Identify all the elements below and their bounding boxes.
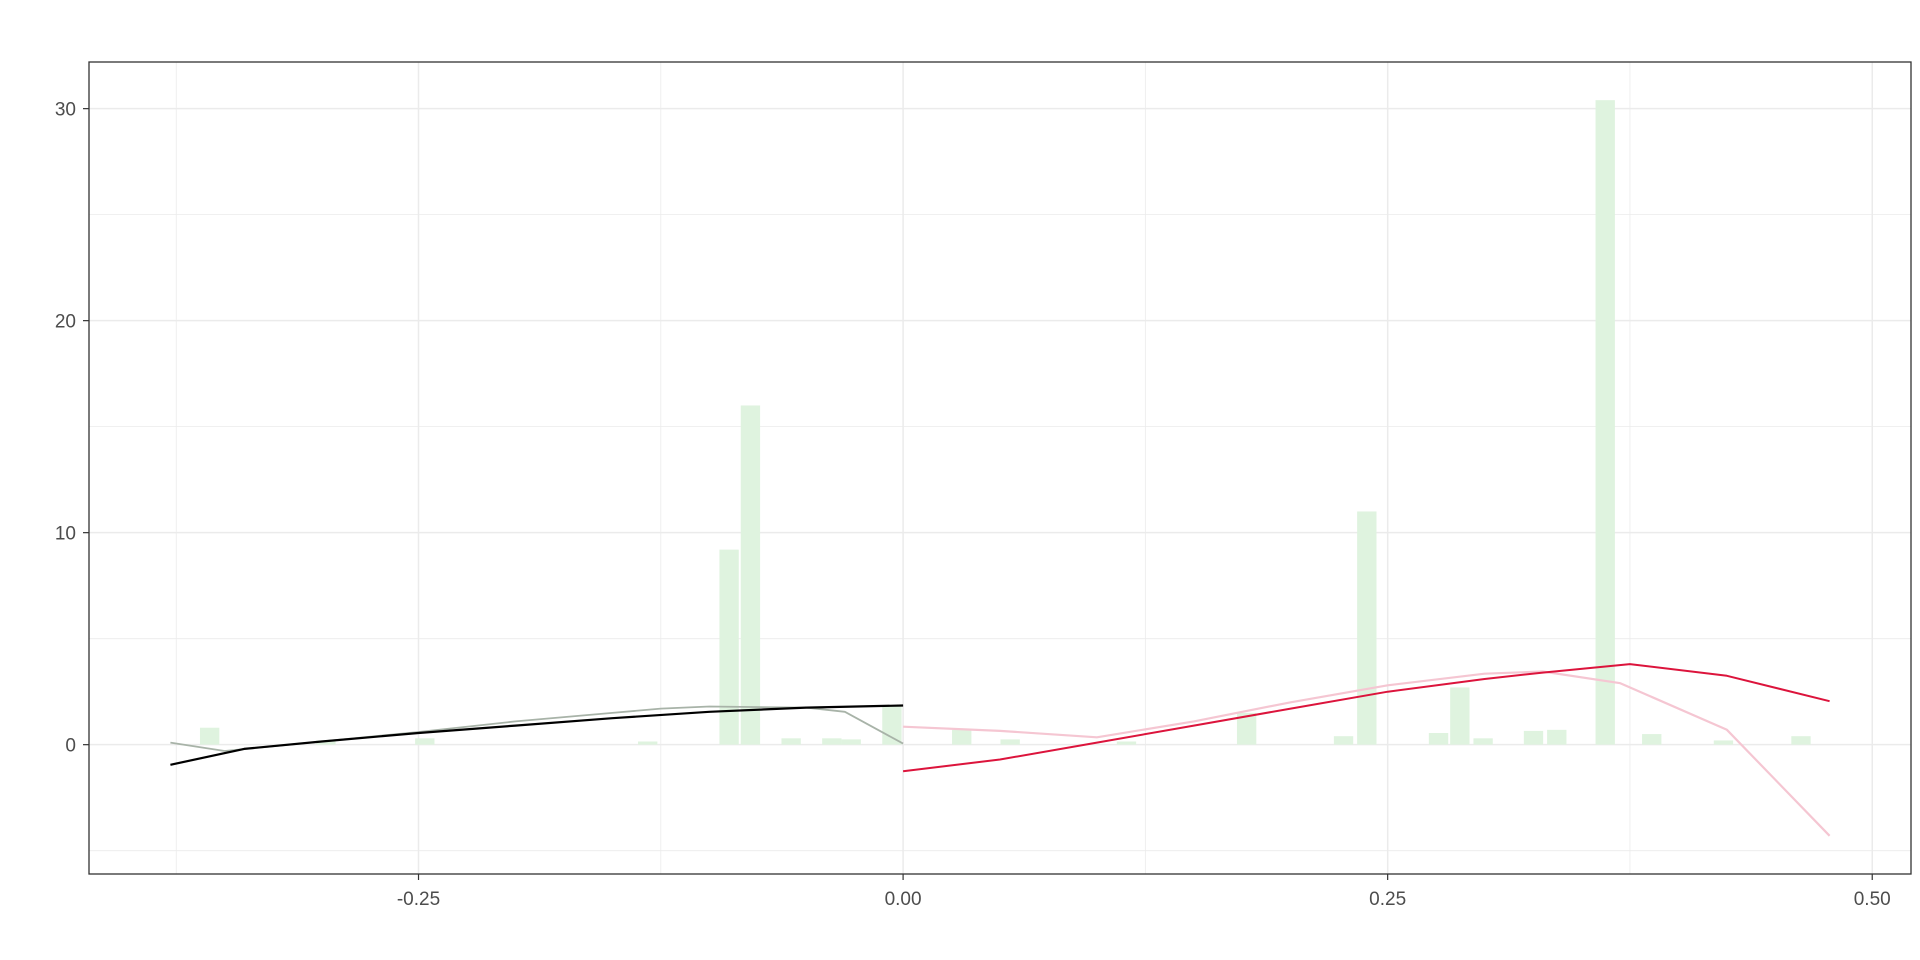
left-fit-line [170,704,904,766]
histogram-bar [316,740,336,745]
histogram-bar [841,739,861,745]
x-tick-label: 0.00 [885,889,922,910]
histogram-bar [1713,740,1734,745]
plot-background [89,62,1911,874]
histogram-bar [740,405,761,745]
histogram-bar [1236,712,1257,745]
fit-lines [170,663,1831,837]
histogram-bar [719,549,739,745]
x-tick-label: 0.50 [1854,889,1891,910]
histogram-bar [1333,736,1354,745]
plot-frame [88,61,1912,875]
histogram-bar [1357,511,1377,745]
histogram-bar [1000,739,1020,745]
histogram-bar [1595,100,1615,745]
histogram-bar [1473,738,1493,745]
histogram-bar [1450,687,1470,745]
histogram-bar [415,738,435,745]
y-tick-label: 20 [55,312,76,333]
right-fit-line [902,663,1830,773]
histogram-bar [1791,736,1811,745]
y-tick-label: 10 [55,524,76,545]
histogram-bar [638,741,658,745]
histogram-bar [1642,734,1662,745]
right-fit-line-light [903,670,1831,837]
y-axis: 0 10 20 30 [55,100,89,757]
histogram-bar [1523,730,1544,745]
histogram-bar [1116,741,1137,745]
histogram-bar [1547,729,1567,745]
x-tick-label: -0.25 [397,889,440,910]
histogram-bar [822,738,842,745]
x-tick-label: 0.25 [1369,889,1406,910]
y-tick-label: 30 [55,100,76,121]
histogram-bar [1428,733,1449,745]
histogram-bar [199,727,220,745]
histogram-bars [199,100,1811,745]
histogram-bar [952,729,972,745]
y-tick-label: 0 [65,736,76,757]
histogram-bar [781,738,801,745]
x-axis: -0.25 0.00 0.25 0.50 [397,874,1891,910]
histogram-bar [882,706,902,745]
